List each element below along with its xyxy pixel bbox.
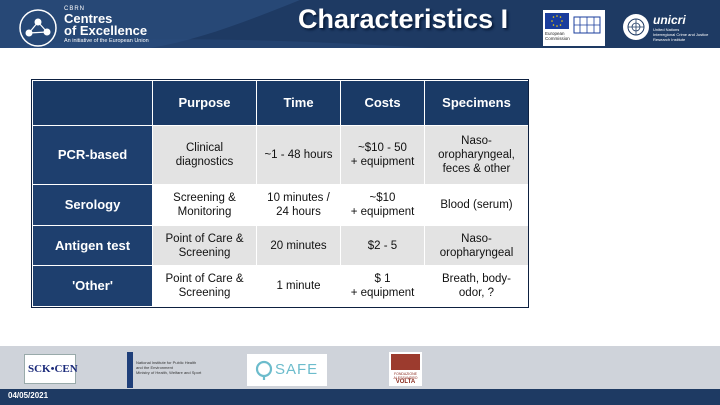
cell-line: Point of Care & [156, 232, 253, 246]
column-header-purpose: Purpose [153, 81, 257, 126]
cell-line: feces & other [428, 162, 525, 176]
table-row: 'Other' Point of Care & Screening 1 minute $… [33, 266, 529, 307]
table-header-row: Purpose Time Costs Specimens [33, 81, 529, 126]
cell-line: Screening [156, 286, 253, 300]
cell-line: odor, ? [428, 286, 525, 300]
cell-line: Monitoring [156, 205, 253, 219]
rivm-logo: National Institute for Public Health and… [127, 352, 217, 388]
table-row: Antigen test Point of Care & Screening 20 m… [33, 225, 529, 266]
slide-date: 04/05/2021 [8, 391, 48, 400]
cell-line: + equipment [344, 286, 421, 300]
cell-line: Naso- [428, 232, 525, 246]
cell-costs: ~$10 + equipment [341, 185, 425, 226]
un-emblem-icon [623, 14, 649, 40]
cell-line: 10 minutes / [260, 191, 337, 205]
column-header-costs: Costs [341, 81, 425, 126]
sck-cen-logo: SCK•CEN [24, 354, 76, 384]
brand-line-2: of Excellence [64, 24, 147, 37]
cell-costs: $2 - 5 [341, 225, 425, 266]
cell-specimens: Naso-oropharyngeal, feces & other [425, 126, 529, 185]
unicri-subtitle: United Nations Interregional Crime and J… [653, 27, 708, 42]
volta-name: VOLTA [390, 379, 421, 385]
cell-line: oropharyngeal, [428, 148, 525, 162]
column-header-time: Time [257, 81, 341, 126]
header-band: CBRN Centres of Excellence An initiative… [0, 0, 720, 48]
cell-costs: $ 1 + equipment [341, 266, 425, 307]
european-commission-logo: European Commission [543, 10, 605, 46]
cell-line: + equipment [344, 155, 421, 169]
row-label: PCR-based [33, 126, 153, 185]
ec-logo-text: European Commission [545, 31, 570, 41]
cell-costs: ~$10 - 50 + equipment [341, 126, 425, 185]
cell-line: 20 minutes [260, 239, 337, 253]
cell-line: Clinical [156, 141, 253, 155]
cell-time: 10 minutes /24 hours [257, 185, 341, 226]
rivm-bar-icon [127, 352, 133, 388]
cell-line: 1 minute [260, 279, 337, 293]
cell-line: $2 - 5 [344, 239, 421, 253]
cell-specimens: Naso-oropharyngeal [425, 225, 529, 266]
cell-line: Point of Care & [156, 272, 253, 286]
footer-logo-band [0, 346, 720, 394]
cell-line: Naso- [428, 134, 525, 148]
building-icon [572, 13, 602, 35]
cell-line: + equipment [344, 205, 421, 219]
cell-line: oropharyngeal [428, 246, 525, 260]
safe-logo: SAFE [247, 354, 327, 386]
cell-line: diagnostics [156, 155, 253, 169]
cell-specimens: Breath, body-odor, ? [425, 266, 529, 307]
row-label: 'Other' [33, 266, 153, 307]
slide-title: Characteristics I [298, 4, 508, 35]
cell-purpose: Clinical diagnostics [153, 126, 257, 185]
cell-time: 1 minute [257, 266, 341, 307]
row-label: Serology [33, 185, 153, 226]
characteristics-table: Purpose Time Costs Specimens PCR-based Cl… [32, 80, 529, 307]
unicri-name: unicri [653, 13, 686, 27]
safe-mark-icon [253, 359, 275, 381]
table-row: PCR-based Clinical diagnostics ~1 - 48 hour… [33, 126, 529, 185]
eu-flag-icon [545, 13, 569, 29]
rivm-text: National Institute for Public Health and… [136, 360, 201, 375]
cell-line: 24 hours [260, 205, 337, 219]
cell-line: Screening & [156, 191, 253, 205]
table-row: Serology Screening & Monitoring 10 minutes … [33, 185, 529, 226]
cell-time: 20 minutes [257, 225, 341, 266]
cell-purpose: Screening & Monitoring [153, 185, 257, 226]
cell-time: ~1 - 48 hours [257, 126, 341, 185]
cell-line: Screening [156, 246, 253, 260]
footer: SCK•CEN National Institute for Public He… [0, 346, 720, 405]
cell-line: Breath, body- [428, 272, 525, 286]
unicri-logo: unicri United Nations Interregional Crim… [623, 14, 718, 44]
brand-tagline: An initiative of the European Union [64, 38, 149, 44]
fondazione-volta-logo: FONDAZIONE ALESSANDRO VOLTA [389, 352, 422, 386]
cell-line: $ 1 [344, 272, 421, 286]
table-corner-cell [33, 81, 153, 126]
cell-line: ~1 - 48 hours [260, 148, 337, 162]
molecule-icon [18, 8, 58, 48]
footer-date-bar [0, 389, 720, 405]
row-label: Antigen test [33, 225, 153, 266]
volta-building-icon [391, 354, 420, 370]
cbrn-coe-logo: CBRN Centres of Excellence An initiative… [18, 6, 158, 50]
cell-line: Blood (serum) [428, 198, 525, 212]
cell-line: ~$10 - 50 [344, 141, 421, 155]
cell-line: ~$10 [344, 191, 421, 205]
cell-specimens: Blood (serum) [425, 185, 529, 226]
cell-purpose: Point of Care & Screening [153, 266, 257, 307]
cell-purpose: Point of Care & Screening [153, 225, 257, 266]
column-header-specimens: Specimens [425, 81, 529, 126]
